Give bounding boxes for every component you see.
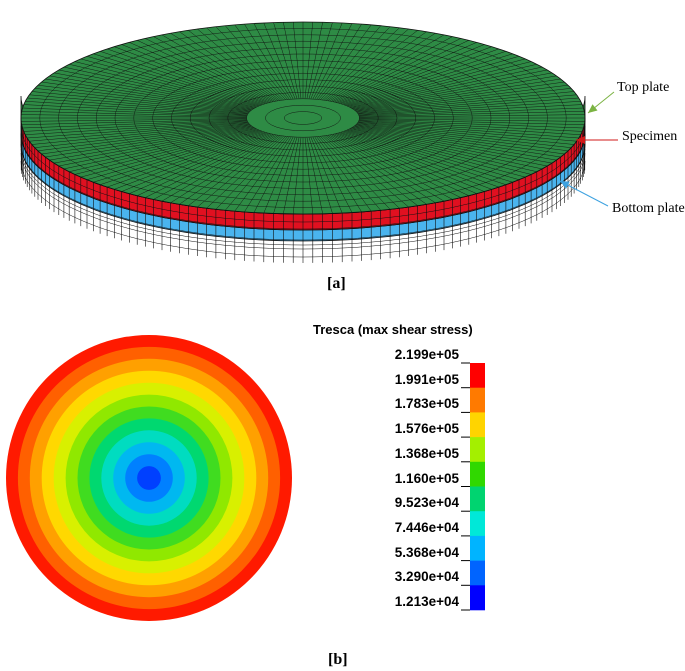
- legend-swatch-5: [470, 461, 485, 487]
- legend-value-3: 1.783e+05: [394, 396, 459, 412]
- legend-value-7: 9.523e+04: [394, 495, 459, 511]
- legend-swatch-2: [470, 387, 485, 413]
- caption-a: [a]: [327, 275, 346, 292]
- legend-value-4: 1.576e+05: [394, 421, 459, 437]
- top-plate-arrow: [587, 91, 615, 114]
- legend-swatch-10: [470, 585, 485, 611]
- legend-swatch-6: [470, 486, 485, 512]
- disc-mesh: [20, 21, 586, 263]
- legend-value-1: 2.199e+05: [394, 347, 459, 362]
- legend-value-2: 1.991e+05: [394, 371, 459, 387]
- legend-value-11: 1.213e+04: [394, 594, 459, 609]
- legend-value-5: 1.368e+05: [394, 445, 459, 461]
- legend-swatch-9: [470, 560, 485, 586]
- legend-swatch-7: [470, 511, 485, 537]
- stress-contour-plot: [6, 335, 292, 621]
- legend-colorbar: [461, 362, 485, 611]
- top-plate-label: Top plate: [617, 80, 670, 95]
- legend-value-8: 7.446e+04: [394, 519, 459, 535]
- top-face-mesh: [21, 22, 585, 214]
- specimen-label: Specimen: [622, 129, 678, 144]
- legend-value-9: 5.368e+04: [394, 544, 459, 560]
- contour-ring-12: [137, 466, 161, 490]
- legend-value-6: 1.160e+05: [394, 470, 459, 486]
- legend-value-10: 3.290e+04: [394, 569, 459, 585]
- legend-title: Tresca (max shear stress): [313, 322, 473, 337]
- legend-swatch-1: [470, 363, 485, 388]
- legend-swatch-8: [470, 535, 485, 561]
- caption-b: [b]: [328, 651, 348, 668]
- legend-swatch-3: [470, 412, 485, 438]
- specimen-arrow: [576, 136, 618, 144]
- legend-swatch-4: [470, 437, 485, 463]
- bottom-plate-label: Bottom plate: [612, 201, 685, 216]
- side-mesh-lines: [20, 121, 586, 263]
- bottom-plate-arrow: [559, 180, 609, 207]
